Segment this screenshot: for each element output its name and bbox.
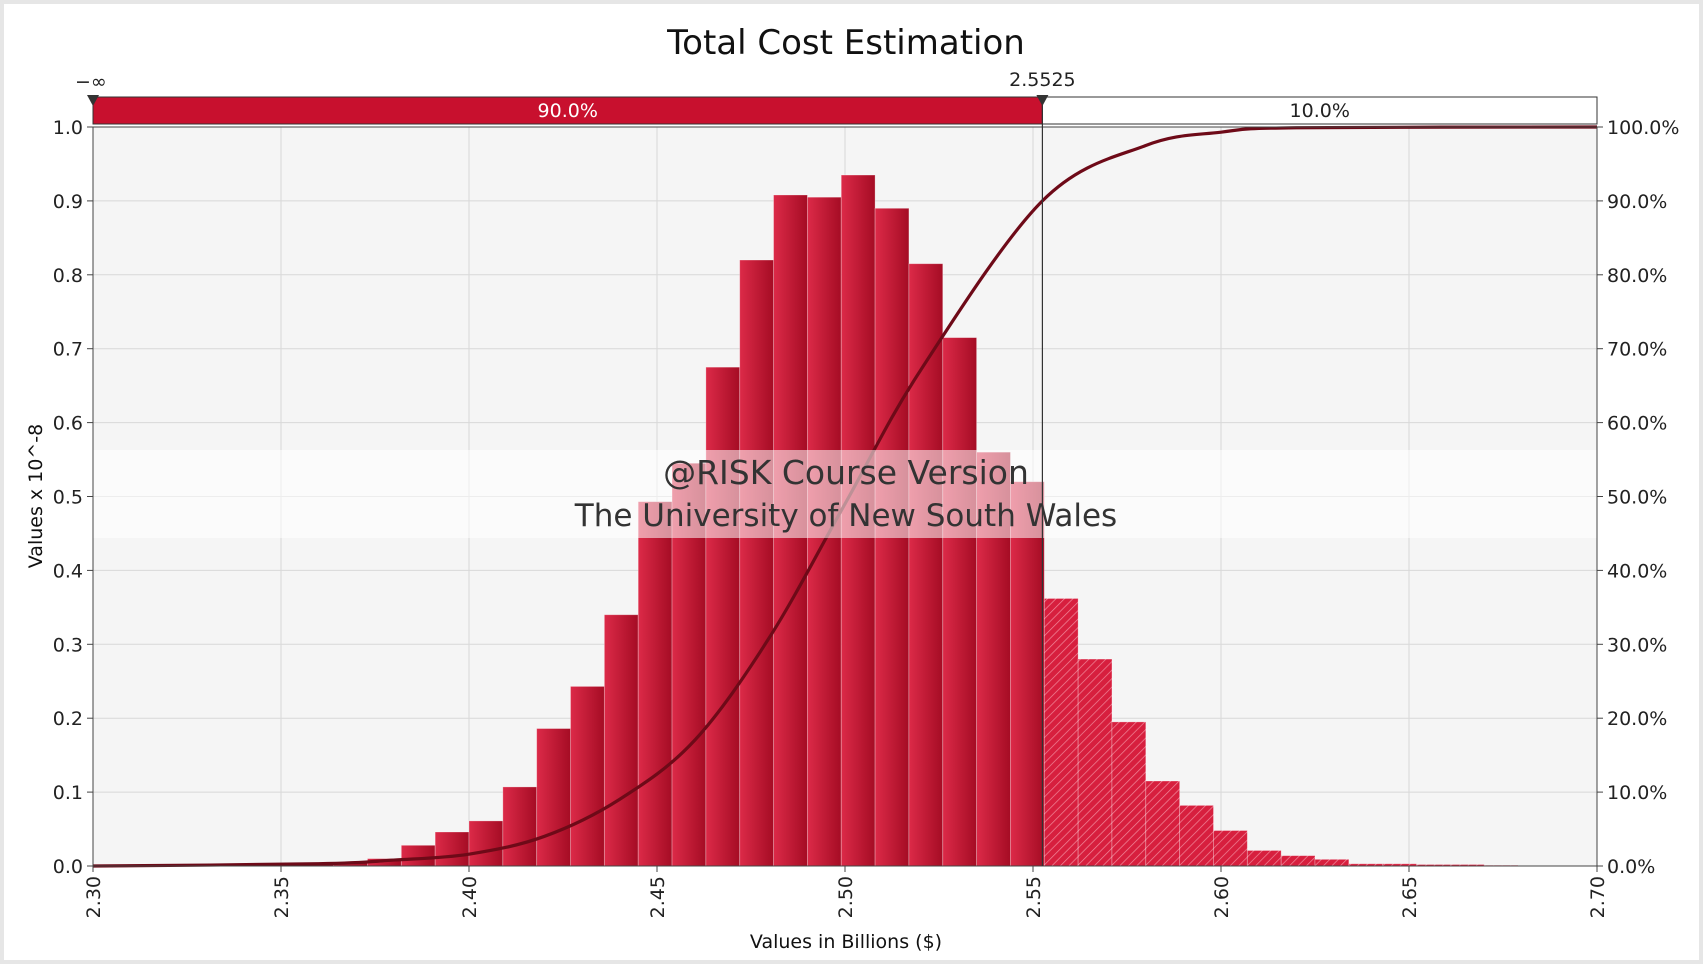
left-delimiter-handle[interactable] — [87, 95, 99, 106]
percentile-range-bar[interactable]: 90.0% 10.0% −∞ 2.5525 — [75, 69, 1598, 866]
histogram-bar — [942, 337, 978, 867]
x-tick-label: 2.30 — [83, 876, 105, 918]
histogram-bar — [603, 614, 639, 867]
range-right-percent: 10.0% — [1290, 100, 1350, 122]
y2-tick-label: 20.0% — [1607, 708, 1667, 730]
histogram-bar — [1213, 830, 1248, 867]
y2-tick-label: 70.0% — [1607, 339, 1667, 361]
axes: 0.0 0.1 0.2 0.3 0.4 0.5 0.6 0.7 0.8 0.9 1.0 0.0% 10.… — [53, 117, 1680, 918]
histogram-bar — [502, 786, 538, 867]
y-tick-label: 0.9 — [53, 191, 83, 213]
histogram-bar — [1010, 481, 1045, 867]
range-bar-right-segment[interactable] — [1041, 96, 1598, 125]
histogram-bar — [1314, 858, 1350, 867]
watermark-band — [93, 450, 1597, 538]
range-left-percent: 90.0% — [538, 100, 598, 122]
histogram-bar — [1077, 658, 1113, 867]
x-axis-label: Values in Billions ($) — [750, 931, 942, 953]
histogram-bar — [434, 831, 470, 867]
y-tick-label: 0.6 — [53, 413, 83, 435]
watermark-university: The University of New South Wales — [574, 498, 1117, 534]
x-tick-label: 2.35 — [271, 876, 293, 918]
histogram-bar — [570, 686, 605, 867]
cumulative-curve — [92, 125, 1598, 868]
x-tick-label: 2.55 — [1023, 876, 1045, 918]
histogram-bar — [1246, 850, 1282, 867]
histogram-bar — [637, 501, 673, 867]
y2-tick-label: 10.0% — [1607, 782, 1667, 804]
x-tick-label: 2.45 — [647, 876, 669, 918]
y2-tick-label: 30.0% — [1607, 634, 1667, 656]
range-cut-label: 2.5525 — [1009, 69, 1075, 91]
cumulative-line — [92, 125, 1598, 868]
x-tick-label: 2.65 — [1399, 876, 1421, 918]
histogram-bar — [1043, 598, 1079, 867]
histogram-bar — [1179, 805, 1214, 867]
histogram-bar — [400, 844, 436, 867]
y-tick-label: 0.5 — [53, 487, 83, 509]
histogram-bar — [739, 259, 774, 867]
y2-tick-label: 40.0% — [1607, 560, 1667, 582]
histogram-bar — [1111, 721, 1147, 867]
y2-tick-label: 0.0% — [1607, 856, 1655, 878]
chart-title: Total Cost Estimation — [666, 23, 1025, 63]
histogram-bar — [1280, 855, 1316, 867]
y2-tick-label: 90.0% — [1607, 191, 1667, 213]
range-left-bound-label: −∞ — [75, 71, 107, 93]
x-tick-label: 2.40 — [459, 876, 481, 918]
y-tick-label: 0.4 — [53, 560, 83, 582]
histogram-bar — [1145, 780, 1181, 867]
x-tick-label: 2.50 — [835, 876, 857, 918]
y2-tick-label: 60.0% — [1607, 413, 1667, 435]
histogram-bar — [908, 263, 944, 867]
watermark-course: @RISK Course Version — [663, 453, 1029, 492]
histogram-bar — [536, 728, 571, 867]
x-tick-label: 2.70 — [1587, 876, 1609, 918]
y-tick-label: 0.3 — [53, 634, 83, 656]
histogram-chart: Total Cost Estimation @RISK Course Versi… — [25, 23, 1680, 953]
histogram-bar — [468, 820, 504, 867]
y2-tick-label: 80.0% — [1607, 265, 1667, 287]
y-tick-label: 1.0 — [53, 117, 83, 139]
y-tick-label: 0.7 — [53, 339, 83, 361]
y2-tick-label: 100.0% — [1607, 117, 1679, 139]
y-tick-label: 0.8 — [53, 265, 83, 287]
y-axis-label: Values x 10^-8 — [25, 424, 47, 568]
histogram-bar — [705, 366, 741, 867]
y2-tick-label: 50.0% — [1607, 487, 1667, 509]
y-tick-label: 0.0 — [53, 856, 83, 878]
y-tick-label: 0.1 — [53, 782, 83, 804]
x-tick-label: 2.60 — [1211, 876, 1233, 918]
y-tick-label: 0.2 — [53, 708, 83, 730]
